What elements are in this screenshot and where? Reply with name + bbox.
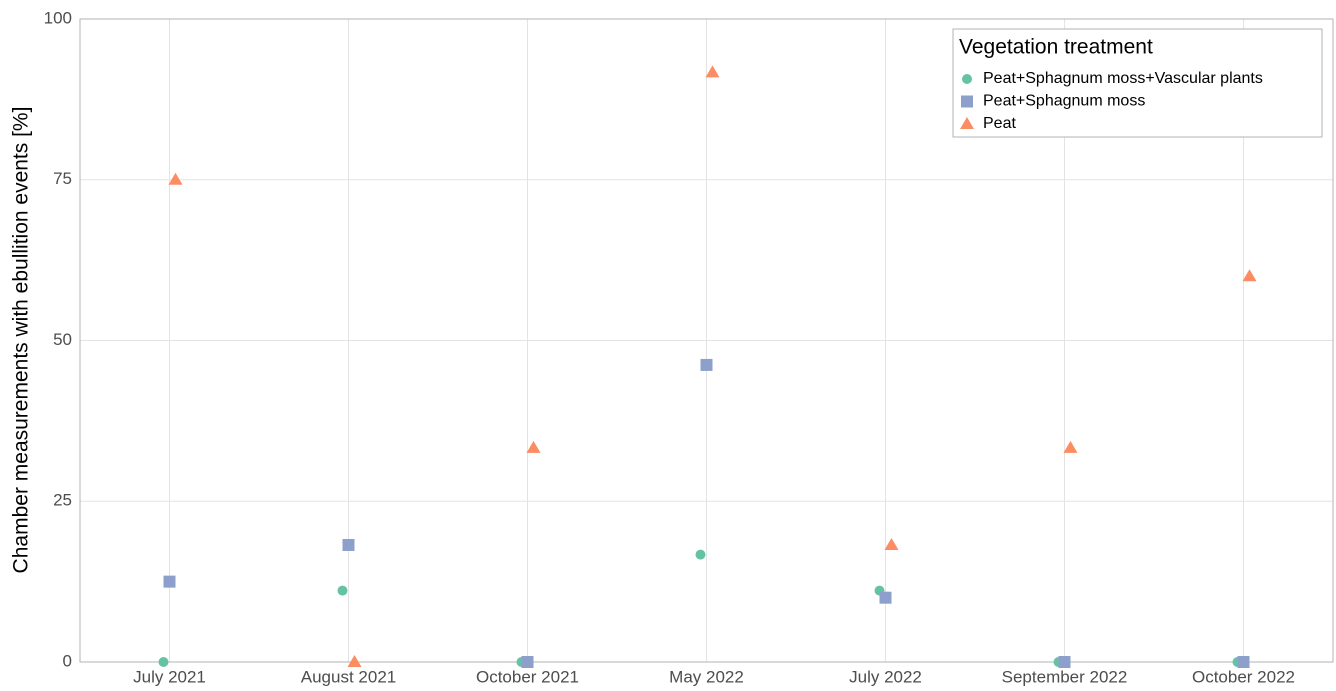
- point: [1058, 656, 1071, 668]
- y-tick-label: 0: [63, 651, 72, 670]
- x-tick-label: September 2022: [1002, 667, 1128, 686]
- point: [347, 655, 362, 667]
- point: [705, 65, 720, 78]
- legend-label: Peat+Sphagnum moss: [983, 93, 1145, 110]
- y-tick-label: 75: [53, 169, 72, 188]
- point: [526, 440, 541, 453]
- y-axis-label: Chamber measurements with ebullition eve…: [10, 107, 33, 574]
- point: [337, 585, 348, 596]
- point: [168, 172, 183, 185]
- legend-title: Vegetation treatment: [959, 36, 1153, 59]
- y-tick-label: 50: [53, 330, 72, 349]
- point: [962, 74, 972, 84]
- point: [1237, 656, 1250, 668]
- point: [521, 656, 534, 668]
- point: [158, 657, 169, 667]
- point: [342, 538, 355, 551]
- point: [163, 575, 176, 588]
- point: [960, 117, 974, 129]
- x-tick-label: May 2022: [669, 667, 744, 686]
- x-tick-label: August 2021: [301, 667, 396, 686]
- point: [884, 537, 899, 550]
- point: [879, 591, 892, 604]
- point: [961, 95, 973, 108]
- y-tick-label: 100: [44, 8, 72, 27]
- point: [695, 549, 706, 560]
- point: [1063, 440, 1078, 453]
- point: [700, 358, 713, 371]
- x-tick-label: October 2022: [1192, 667, 1295, 686]
- legend-label: Peat+Sphagnum moss+Vascular plants: [983, 70, 1263, 87]
- legend-box: [952, 28, 1323, 138]
- x-tick-label: October 2021: [476, 667, 579, 686]
- point: [1242, 269, 1257, 282]
- x-tick-label: July 2022: [849, 667, 922, 686]
- x-tick-label: July 2021: [133, 667, 206, 686]
- legend-label: Peat: [983, 115, 1016, 132]
- panel-border: [79, 18, 1334, 663]
- y-tick-label: 25: [53, 491, 72, 510]
